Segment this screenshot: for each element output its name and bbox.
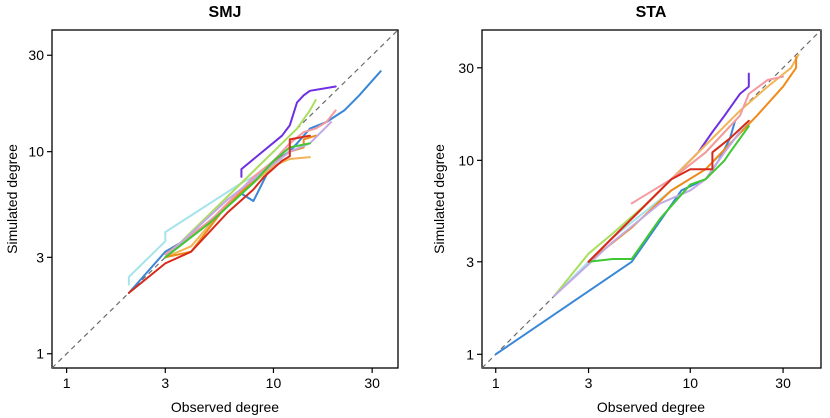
y-tick-label: 3 bbox=[466, 254, 474, 270]
y-tick-label: 10 bbox=[28, 144, 44, 160]
y-tick-layer: 1 3 10 30 bbox=[458, 60, 482, 362]
x-tick-label: 3 bbox=[585, 375, 593, 391]
plot-frame bbox=[51, 29, 399, 369]
y-tick-label: 30 bbox=[458, 60, 474, 76]
x-tick-label: 3 bbox=[161, 375, 169, 391]
series-line-series-3 bbox=[240, 85, 337, 178]
series-line-series-4 bbox=[164, 99, 317, 259]
series-line-series-9 bbox=[164, 142, 311, 259]
chart-title: STA bbox=[636, 4, 667, 21]
series-layer bbox=[494, 53, 800, 356]
identity-reference-line bbox=[481, 29, 822, 369]
series-line-series-10 bbox=[587, 119, 750, 263]
x-tick-label: 10 bbox=[682, 375, 698, 391]
y-tick-label: 1 bbox=[466, 346, 474, 362]
x-axis-label: Observed degree bbox=[171, 399, 279, 415]
series-line-series-8 bbox=[553, 131, 741, 297]
reference-line-layer bbox=[481, 29, 822, 369]
chart-title: SMJ bbox=[209, 4, 242, 21]
series-line-series-2 bbox=[494, 119, 737, 356]
x-tick-label: 1 bbox=[63, 375, 71, 391]
y-tick-label: 10 bbox=[458, 152, 474, 168]
y-tick-layer: 1 3 10 30 bbox=[28, 47, 52, 362]
x-tick-layer: 1 3 10 30 bbox=[63, 368, 380, 391]
x-tick-label: 10 bbox=[266, 375, 282, 391]
y-tick-label: 3 bbox=[36, 249, 44, 265]
x-tick-label: 30 bbox=[364, 375, 380, 391]
x-axis-label: Observed degree bbox=[597, 399, 705, 415]
series-line-series-10 bbox=[127, 134, 311, 294]
series-layer bbox=[127, 70, 382, 294]
y-axis-label: Simulated degree bbox=[4, 144, 20, 254]
panel-sta: STA 1 3 10 30 1 3 10 30 Observed degree Simula… bbox=[431, 4, 822, 415]
panel-smj: SMJ 1 3 10 30 1 3 10 30 Observed degree Simula… bbox=[4, 4, 399, 415]
y-tick-label: 30 bbox=[28, 47, 44, 63]
series-line-series-5 bbox=[164, 156, 311, 259]
y-axis-label: Simulated degree bbox=[431, 144, 447, 254]
x-tick-label: 30 bbox=[775, 375, 791, 391]
plot-frame bbox=[481, 29, 822, 369]
x-tick-label: 1 bbox=[492, 375, 500, 391]
series-line-series-9 bbox=[587, 125, 750, 263]
x-tick-layer: 1 3 10 30 bbox=[492, 368, 791, 391]
y-tick-label: 1 bbox=[36, 346, 44, 362]
